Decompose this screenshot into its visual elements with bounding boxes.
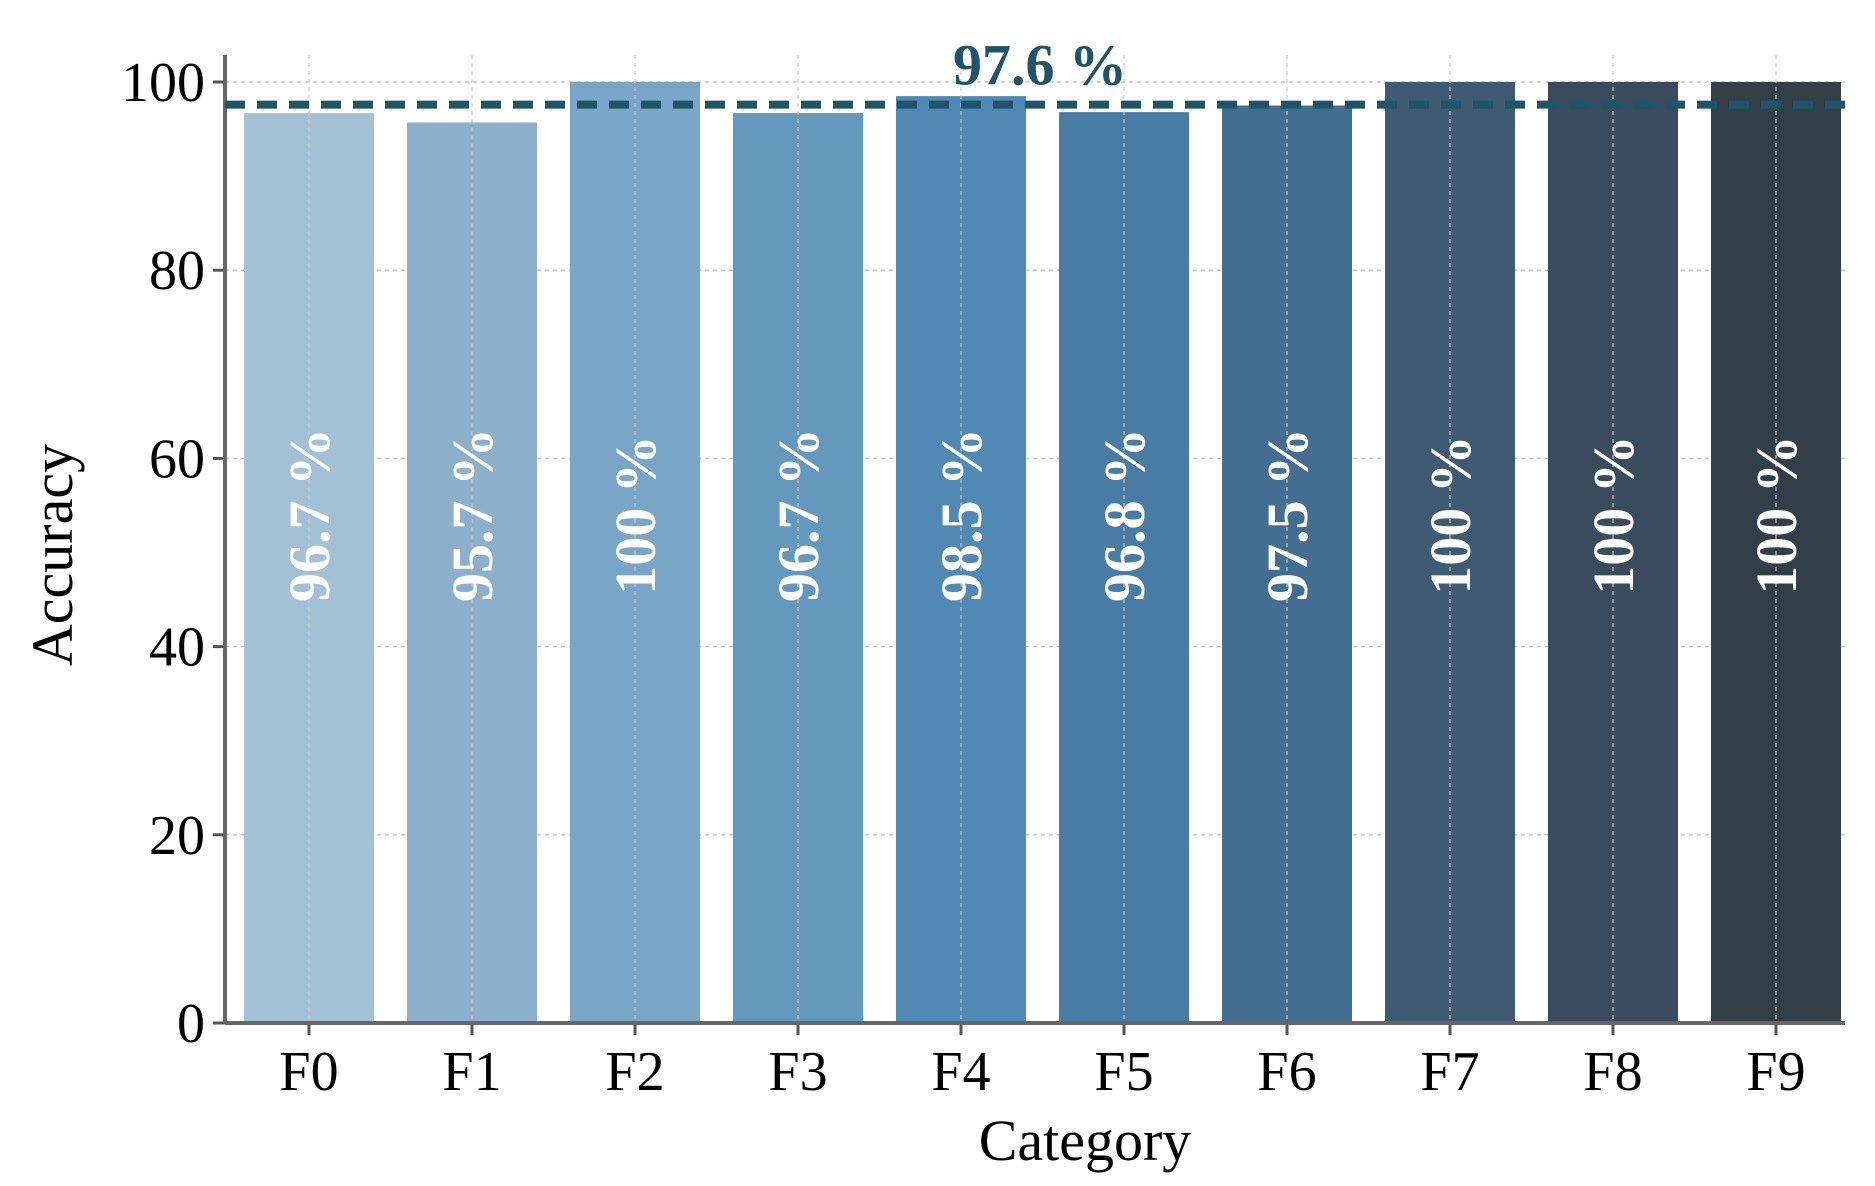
x-tick-label-F2: F2 [605, 1041, 664, 1103]
x-axis-title: Category [979, 1108, 1192, 1173]
x-tick-label-F8: F8 [1583, 1041, 1642, 1103]
bar-labels: 96.7 % 95.7 % 100 % 96.7 % 98.5 % 96.8 % 97.5 … [277, 428, 1809, 602]
y-axis-title: Accuracy [20, 444, 85, 666]
bar-label-F8: 100 % [1581, 435, 1646, 595]
y-tick-label-60: 60 [149, 428, 205, 490]
x-tick-label-F7: F7 [1420, 1041, 1479, 1103]
y-tick-label-20: 20 [149, 805, 205, 867]
x-tick-label-F5: F5 [1094, 1041, 1153, 1103]
y-tick-label-0: 0 [177, 993, 205, 1055]
vertical-grid-lines [308, 55, 1777, 1023]
y-tick-label-80: 80 [149, 240, 205, 302]
y-tick-label-40: 40 [149, 617, 205, 679]
bar-label-F3: 96.7 % [766, 428, 831, 602]
x-tick-label-F6: F6 [1257, 1041, 1316, 1103]
mean-line-label: 97.6 % [953, 33, 1127, 98]
x-tick-label-F4: F4 [931, 1041, 990, 1103]
bar-label-F2: 100 % [603, 435, 668, 595]
bar-label-F5: 96.8 % [1092, 428, 1157, 602]
bar-label-F0: 96.7 % [277, 428, 342, 602]
bar-label-F6: 97.5 % [1255, 428, 1320, 602]
y-tick-labels: 0 20 40 60 80 100 [121, 52, 205, 1055]
bar-label-F7: 100 % [1418, 435, 1483, 595]
bar-label-F9: 100 % [1744, 435, 1809, 595]
x-tick-label-F1: F1 [442, 1041, 501, 1103]
x-tick-label-F9: F9 [1746, 1041, 1805, 1103]
bar-label-F1: 95.7 % [440, 428, 505, 602]
x-tick-label-F0: F0 [279, 1041, 338, 1103]
bar-label-F4: 98.5 % [929, 428, 994, 602]
axes [213, 55, 1845, 1035]
y-tick-label-100: 100 [121, 52, 205, 114]
x-tick-label-F3: F3 [768, 1041, 827, 1103]
x-tick-labels: F0 F1 F2 F3 F4 F5 F6 F7 F8 F9 [279, 1041, 1805, 1103]
grid-lines [225, 81, 1845, 836]
mean-line-group: 97.6 % [225, 33, 1845, 109]
